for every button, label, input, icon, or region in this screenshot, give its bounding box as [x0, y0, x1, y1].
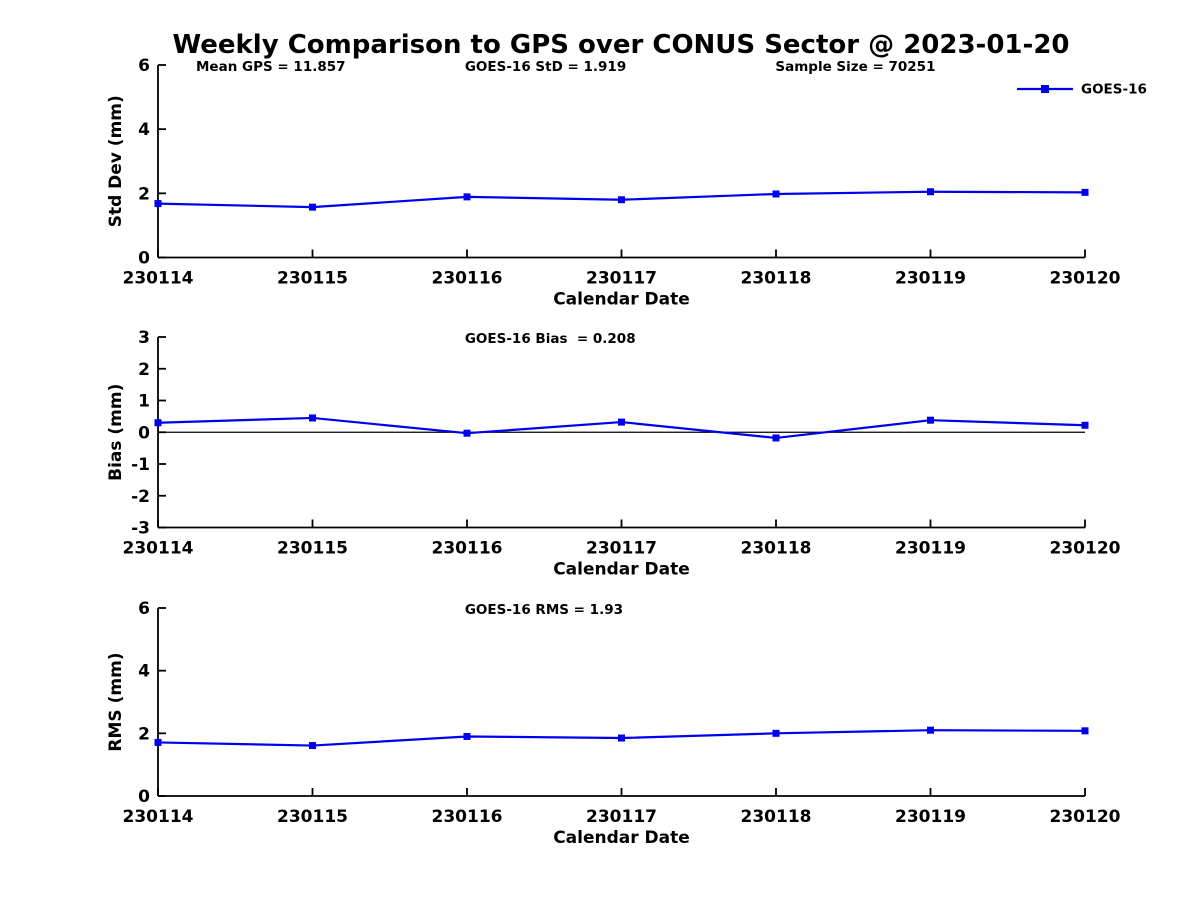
x-tick-label: 230118: [741, 539, 812, 559]
x-tick-label: 230114: [123, 539, 194, 559]
legend-marker: [1041, 85, 1049, 93]
y-tick-label: 6: [138, 599, 150, 619]
data-point-marker: [154, 419, 162, 427]
x-axis-title: Calendar Date: [553, 828, 690, 848]
y-tick-label: 2: [138, 184, 150, 204]
data-point-marker: [309, 203, 316, 211]
data-point-marker: [463, 193, 471, 201]
x-tick-label: 230120: [1050, 539, 1121, 559]
data-point-marker: [309, 414, 316, 422]
data-point-marker: [927, 416, 934, 424]
y-tick-label: 0: [138, 787, 150, 807]
x-tick-label: 230117: [586, 539, 657, 559]
y-tick-label: 4: [138, 120, 150, 140]
y-tick-label: 3: [138, 328, 150, 348]
x-tick-label: 230120: [1050, 269, 1121, 289]
data-point-marker: [463, 732, 471, 740]
y-tick-label: 0: [138, 423, 150, 443]
data-point-marker: [618, 196, 625, 204]
data-point-marker: [772, 434, 780, 442]
x-tick-label: 230117: [586, 269, 657, 289]
x-tick-label: 230116: [432, 539, 503, 559]
x-axis-title: Calendar Date: [553, 290, 690, 310]
data-point-marker: [1081, 188, 1089, 196]
subplot-std: 0 2 4 6 230114 230115 230116 230117 230118 230119…: [106, 56, 1147, 310]
y-tick-label: 0: [138, 249, 150, 269]
x-tick-label: 230119: [895, 539, 966, 559]
plots-group: 0 2 4 6 230114 230115 230116 230117 230118 230119…: [106, 56, 1147, 848]
data-point-marker: [772, 190, 780, 198]
y-tick-label: 2: [138, 360, 150, 380]
y-tick-label: 6: [138, 56, 150, 76]
y-tick-label: -1: [131, 455, 150, 475]
y-axis-title: Std Dev (mm): [106, 95, 126, 227]
data-point-marker: [1081, 421, 1089, 429]
x-tick-label: 230120: [1050, 807, 1121, 827]
annotation-text: Mean GPS = 11.857: [196, 59, 346, 75]
x-tick-label: 230119: [895, 807, 966, 827]
annotation-text: Sample Size = 70251: [775, 59, 935, 75]
x-tick-label: 230117: [586, 807, 657, 827]
x-tick-label: 230116: [432, 807, 503, 827]
annotation-text: GOES-16 StD = 1.919: [465, 59, 626, 75]
legend-label: GOES-16: [1081, 82, 1147, 98]
x-tick-label: 230119: [895, 269, 966, 289]
data-point-marker: [618, 734, 625, 742]
x-tick-label: 230114: [123, 269, 194, 289]
y-tick-label: -3: [131, 519, 150, 539]
y-tick-label: -2: [131, 487, 150, 507]
x-tick-label: 230116: [432, 269, 503, 289]
x-tick-label: 230118: [741, 807, 812, 827]
data-point-marker: [1081, 727, 1089, 735]
y-axis-title: Bias (mm): [106, 384, 126, 481]
y-tick-label: 1: [138, 392, 150, 412]
y-tick-label: 2: [138, 724, 150, 744]
data-point-marker: [154, 200, 162, 208]
data-point-marker: [618, 418, 625, 426]
annotation-text: GOES-16 Bias = 0.208: [465, 331, 636, 347]
data-point-marker: [927, 726, 934, 734]
y-axis-title: RMS (mm): [106, 652, 126, 751]
x-tick-label: 230118: [741, 269, 812, 289]
data-point-marker: [463, 429, 471, 437]
data-point-marker: [772, 729, 780, 737]
x-tick-label: 230115: [277, 269, 348, 289]
x-tick-label: 230115: [277, 807, 348, 827]
data-point-marker: [309, 742, 316, 750]
x-tick-label: 230115: [277, 539, 348, 559]
subplot-rms: 0 2 4 6 230114 230115 230116 230117 230118 230119…: [106, 599, 1121, 848]
data-point-marker: [154, 738, 162, 746]
x-axis-title: Calendar Date: [553, 560, 690, 580]
y-tick-label: 4: [138, 662, 150, 682]
data-point-marker: [927, 188, 934, 196]
x-tick-label: 230114: [123, 807, 194, 827]
annotation-text: GOES-16 RMS = 1.93: [465, 602, 623, 618]
figure-title: Weekly Comparison to GPS over CONUS Sect…: [172, 30, 1069, 60]
subplot-bias: -3 -2 -1 0 1 2 3 230114 230115 230116 230117 230118…: [106, 328, 1121, 580]
